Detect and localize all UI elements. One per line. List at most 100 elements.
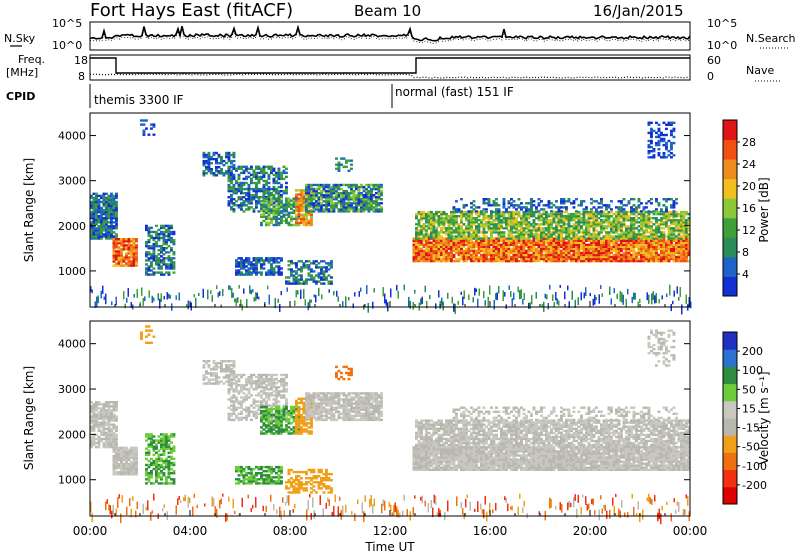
scatter-cell (272, 173, 276, 177)
scatter-cell (162, 234, 166, 238)
scatter-cell (645, 253, 648, 257)
scatter-cell (507, 233, 511, 236)
scatter-cell (167, 224, 171, 228)
scatter-cell (510, 243, 513, 246)
scatter-cell (542, 217, 546, 220)
scatter-cell (102, 204, 106, 208)
scatter-cell (582, 241, 586, 244)
scatter-cell (620, 239, 623, 242)
scatter-cell (512, 215, 516, 218)
scatter-cell (617, 233, 621, 236)
scatter-cell (550, 255, 553, 259)
scatter-cell (667, 154, 671, 157)
scatter-cell (325, 278, 328, 281)
scatter-cell (572, 219, 576, 222)
scatter-cell (480, 241, 483, 244)
scatter-cell (285, 213, 288, 216)
scatter-cell (270, 273, 273, 276)
scatter-cell (310, 210, 313, 213)
colorbar-tick-label: 24 (742, 158, 756, 171)
scatter-cell (567, 200, 571, 203)
scatter-cell (485, 215, 488, 218)
scatter-cell (647, 217, 651, 220)
scatter-cell (162, 224, 166, 228)
scatter-cell (665, 251, 668, 255)
scatter-cell (555, 237, 558, 240)
scatter-cell (340, 200, 343, 203)
scatter-cell (530, 215, 533, 218)
scatter-cell (270, 259, 273, 262)
scatter-cell (637, 217, 641, 220)
scatter-cell (365, 196, 368, 199)
scatter-cell (515, 219, 518, 222)
scatter-cell (510, 241, 513, 244)
scatter-cell (582, 221, 586, 224)
scatter-cell (510, 251, 513, 255)
scatter-cell (540, 200, 543, 203)
scatter-cell (560, 255, 563, 259)
scatter-cell (485, 245, 488, 248)
scatter-cell (567, 255, 571, 259)
scatter-cell (242, 183, 246, 187)
scatter-cell (97, 202, 101, 206)
scatter-cell (660, 231, 663, 234)
scatter-cell (267, 185, 271, 189)
scatter-cell (470, 241, 473, 244)
scatter-cell (302, 205, 306, 208)
scatter-cell (480, 239, 483, 242)
scatter-cell (145, 253, 148, 256)
scatter-cell (255, 263, 258, 266)
scatter-cell (420, 229, 423, 232)
scatter-cell (555, 215, 558, 218)
scatter-cell (562, 206, 566, 209)
scatter-cell (500, 237, 503, 240)
scatter-cell (262, 167, 266, 170)
scatter-cell (577, 259, 581, 263)
scatter-cell (260, 213, 263, 216)
scatter-cell (95, 223, 98, 226)
scatter-cell (280, 175, 283, 179)
scatter-cell (647, 253, 651, 257)
scatter-cell (357, 189, 361, 193)
scatter-cell (287, 264, 291, 267)
scatter-cell (507, 235, 511, 238)
scatter-cell (495, 251, 498, 255)
scatter-cell (427, 223, 431, 226)
scatter-cell (332, 198, 336, 201)
scatter-cell (367, 183, 371, 187)
scatter-cell (667, 227, 671, 230)
scatter-cell (672, 257, 676, 261)
scatter-cell (260, 263, 263, 266)
scatter-cell (620, 229, 623, 232)
scatter-cell (612, 241, 616, 244)
scatter-cell (472, 247, 476, 251)
scatter-cell (615, 241, 618, 244)
scatter-cell (537, 241, 541, 244)
scatter-cell (662, 231, 666, 234)
scatter-cell (447, 239, 451, 242)
scatter-cell (642, 237, 646, 240)
scatter-cell (682, 245, 686, 248)
scatter-cell (545, 221, 548, 224)
clutter-cell (631, 296, 633, 304)
scatter-cell (205, 168, 208, 171)
scatter-cell (482, 229, 486, 232)
scatter-cell (315, 280, 318, 283)
scatter-cell (617, 251, 621, 255)
scatter-cell (535, 223, 538, 226)
scatter-cell (267, 215, 271, 218)
scatter-cell (425, 235, 428, 238)
scatter-cell (325, 189, 328, 193)
scatter-cell (170, 259, 173, 262)
scatter-cell (437, 257, 441, 261)
scatter-cell (447, 259, 451, 263)
scatter-cell (585, 253, 588, 257)
scatter-cell (150, 127, 153, 130)
scatter-cell (100, 235, 103, 238)
scatter-cell (652, 235, 656, 238)
scatter-cell (280, 199, 283, 202)
scatter-cell (670, 123, 673, 126)
scatter-cell (110, 196, 113, 200)
scatter-cell (565, 206, 568, 209)
scatter-cell (682, 212, 686, 216)
